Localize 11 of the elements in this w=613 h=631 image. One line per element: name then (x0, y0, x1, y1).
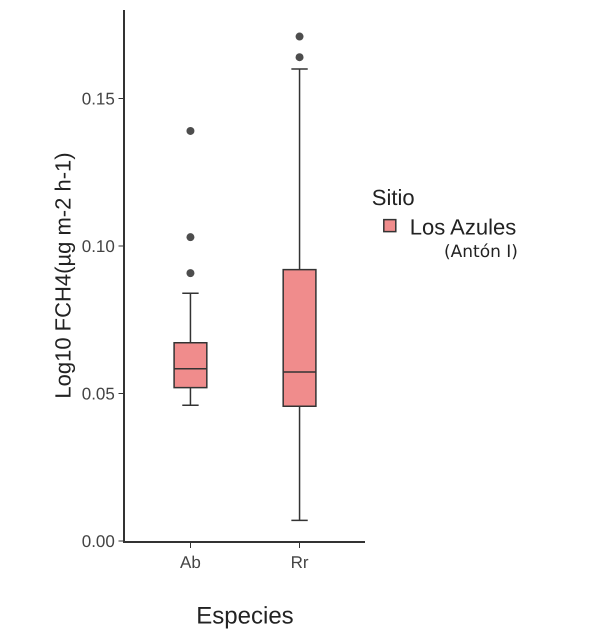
x-axis-title: Especies (196, 602, 294, 630)
y-tick-label: 0.05 (82, 384, 115, 404)
y-tick-label: 0.15 (82, 89, 115, 108)
y-tick-label: 0.00 (82, 532, 115, 551)
x-tick-label: Ab (180, 553, 201, 572)
x-tick-label: Rr (290, 553, 309, 572)
legend-title: Sitio (372, 184, 415, 210)
text: (Antón I) (444, 242, 518, 262)
y-tick-label: 0.10 (82, 236, 115, 256)
legend-label: Los Azules (410, 214, 516, 240)
y-axis-title: Log10 FCH4(µg m-2 h-1) (50, 152, 76, 399)
